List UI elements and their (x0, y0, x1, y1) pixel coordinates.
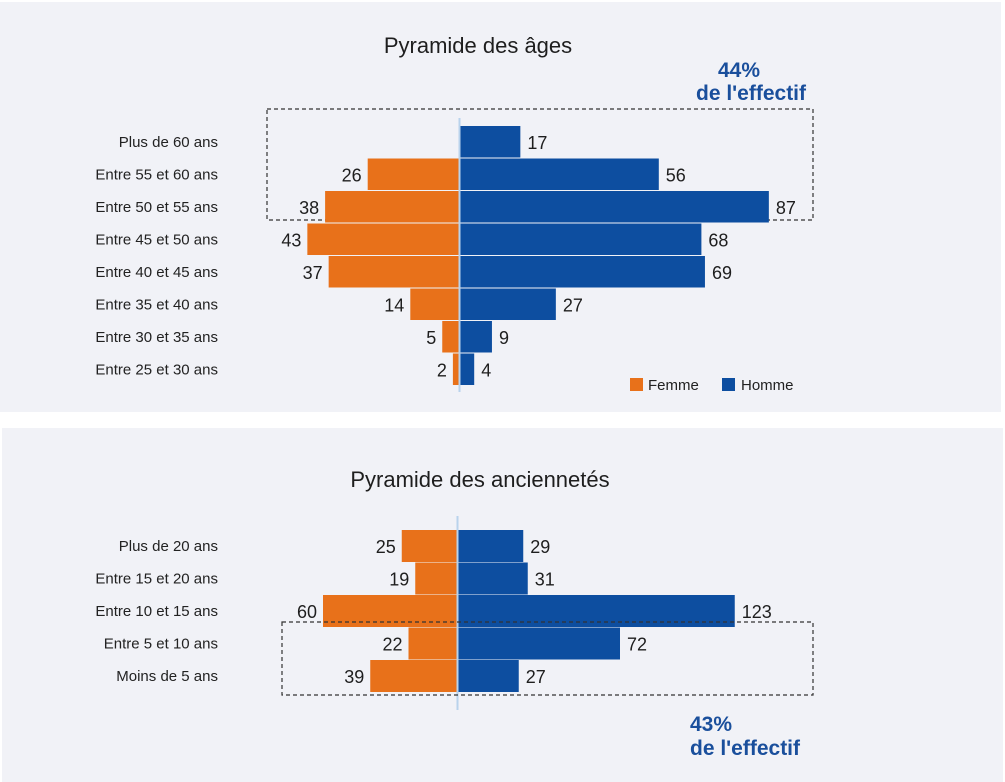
value-label-homme: 31 (535, 570, 555, 590)
annotation-percent: 44% (718, 59, 760, 82)
bar-homme (460, 288, 556, 320)
legend: Femme Homme (630, 377, 794, 394)
category-label: Entre 35 et 40 ans (95, 296, 218, 313)
category-label: Entre 50 et 55 ans (95, 199, 218, 216)
bar-femme (370, 660, 458, 692)
bar-homme (460, 126, 521, 158)
value-label-femme: 2 (437, 360, 447, 380)
value-label-homme: 87 (776, 198, 796, 218)
bar-homme (460, 256, 705, 288)
value-label-femme: 19 (389, 570, 409, 590)
category-label: Entre 40 et 45 ans (95, 264, 218, 281)
category-label: Entre 55 et 60 ans (95, 166, 218, 183)
legend-swatch-homme (722, 378, 735, 391)
bar-femme (415, 562, 458, 595)
value-label-homme: 9 (499, 328, 509, 348)
bar-homme (458, 530, 524, 562)
value-label-homme: 68 (708, 230, 728, 250)
value-label-femme: 43 (281, 230, 301, 250)
bar-homme (460, 353, 475, 385)
value-label-homme: 72 (627, 635, 647, 655)
category-label: Entre 5 et 10 ans (104, 636, 218, 653)
bar-femme (452, 353, 460, 385)
value-label-homme: 27 (526, 667, 546, 687)
legend-label-homme: Homme (741, 377, 794, 394)
annotation-label: de l'effectif (696, 82, 807, 105)
category-label: Entre 30 et 35 ans (95, 329, 218, 346)
highlight-box (266, 108, 814, 221)
highlight-box (281, 621, 814, 696)
category-label: Entre 25 et 30 ans (95, 361, 218, 378)
bar-homme (460, 321, 492, 353)
bar-femme (307, 223, 460, 255)
value-label-homme: 69 (712, 263, 732, 283)
legend-swatch-femme (630, 378, 643, 391)
bar-femme (410, 288, 460, 320)
bar-homme (458, 627, 620, 660)
annotation-label: de l'effectif (690, 737, 801, 760)
category-label: Plus de 60 ans (119, 134, 218, 151)
bar-femme (408, 627, 458, 660)
value-label-femme: 37 (303, 263, 323, 283)
value-label-homme: 4 (481, 360, 491, 380)
category-label: Plus de 20 ans (119, 538, 218, 555)
value-label-femme: 22 (382, 635, 402, 655)
value-label-homme: 17 (527, 133, 547, 153)
bar-femme (325, 191, 460, 223)
category-label: Entre 15 et 20 ans (95, 571, 218, 588)
bar-femme (442, 321, 460, 353)
bar-homme (460, 223, 702, 255)
category-label: Entre 10 et 15 ans (95, 603, 218, 620)
bar-femme (401, 530, 458, 562)
value-label-femme: 38 (299, 198, 319, 218)
value-label-homme: 27 (563, 295, 583, 315)
value-label-homme: 56 (666, 165, 686, 185)
value-label-homme: 29 (530, 537, 550, 557)
bar-homme (460, 191, 769, 223)
value-label-femme: 5 (426, 328, 436, 348)
annotation-percent: 43% (690, 713, 732, 736)
category-label: Moins de 5 ans (116, 668, 218, 685)
value-label-femme: 14 (384, 295, 404, 315)
chart-title: Pyramide des anciennetés (350, 467, 609, 492)
value-label-femme: 60 (297, 602, 317, 622)
bar-homme (460, 158, 659, 190)
bar-femme (367, 158, 460, 190)
bar-homme (458, 660, 519, 692)
value-label-femme: 25 (376, 537, 396, 557)
bar-homme (458, 562, 528, 595)
category-label: Entre 45 et 50 ans (95, 231, 218, 248)
value-label-homme: 123 (742, 602, 772, 622)
bar-femme (328, 256, 460, 288)
chart-title: Pyramide des âges (384, 33, 572, 58)
legend-label-femme: Femme (648, 377, 699, 394)
value-label-femme: 26 (342, 165, 362, 185)
value-label-femme: 39 (344, 667, 364, 687)
